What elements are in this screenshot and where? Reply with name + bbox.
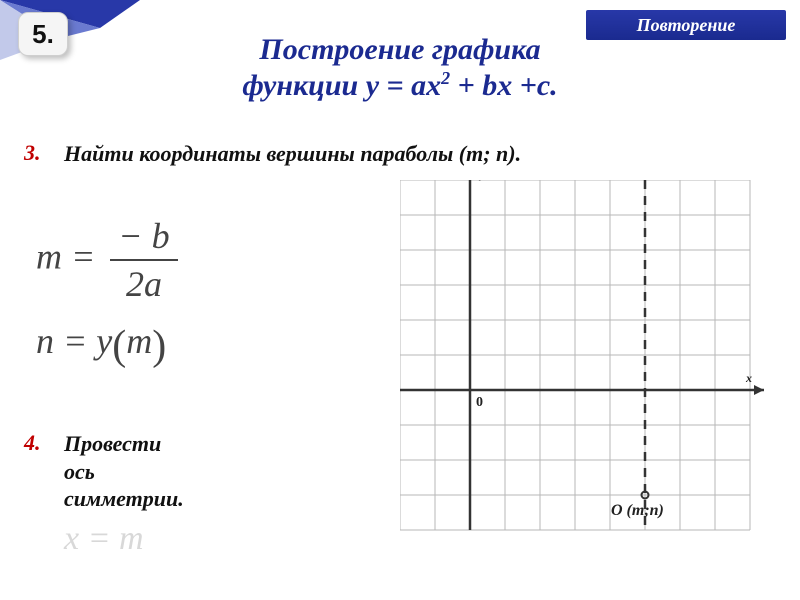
svg-text:0: 0 bbox=[476, 395, 483, 410]
step4-text: Провести ось симметрии. bbox=[64, 430, 264, 513]
slide-number-badge: 5. bbox=[18, 12, 68, 56]
coordinate-grid-chart: у х 0 O (m;n) bbox=[400, 180, 770, 550]
svg-text:O (m;n): O (m;n) bbox=[611, 502, 664, 519]
step3-text: Найти координаты вершины параболы (m; n)… bbox=[64, 140, 584, 168]
step3-number: 3. bbox=[24, 140, 41, 166]
formula-n: n = y(m) bbox=[36, 320, 166, 370]
page-title: Построение графика функции у = ах2 + bх … bbox=[100, 32, 700, 104]
formula-m: m = − b 2a bbox=[36, 215, 178, 305]
step4-number: 4. bbox=[24, 430, 41, 456]
svg-text:х: х bbox=[745, 371, 752, 385]
hidden-equation: х = m bbox=[64, 520, 144, 558]
svg-text:у: у bbox=[478, 180, 486, 181]
